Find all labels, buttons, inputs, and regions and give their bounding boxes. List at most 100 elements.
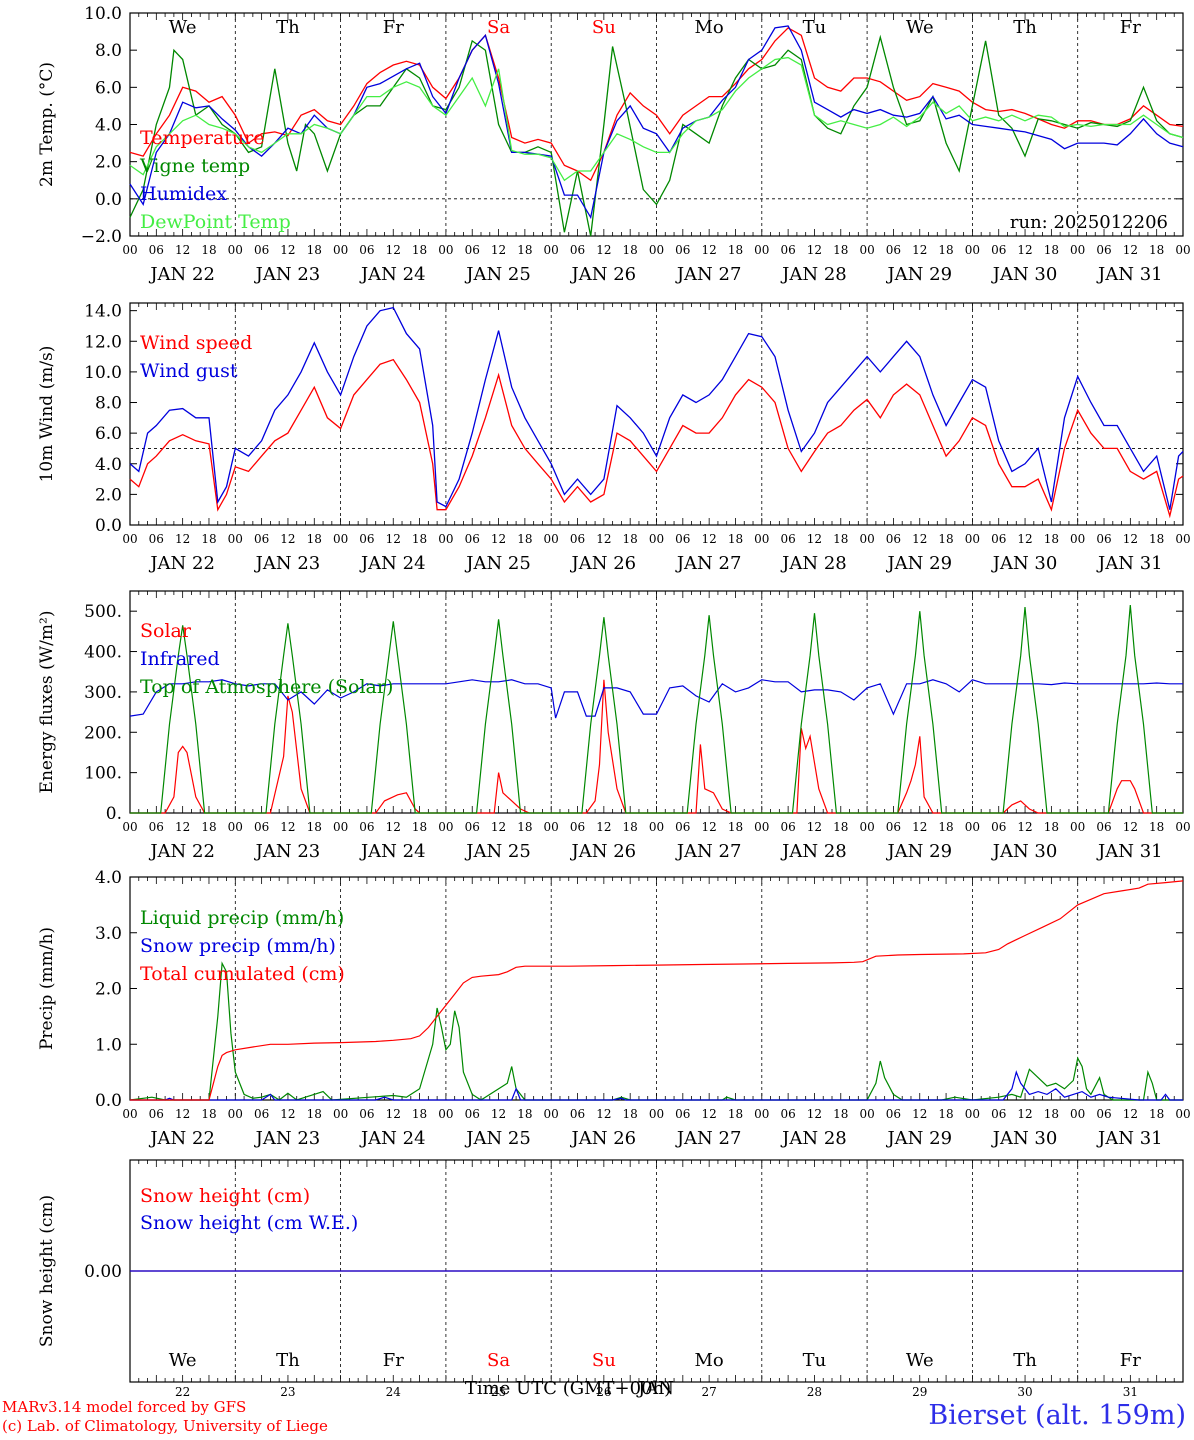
weekday-label: Tu: [803, 1350, 827, 1371]
hour-tick-label: 06: [675, 820, 690, 834]
hour-tick-label: 12: [491, 532, 506, 546]
hour-tick-label: 18: [623, 1107, 638, 1121]
series-line: [129, 358, 1184, 519]
date-label: JAN 28: [780, 553, 847, 574]
hour-tick-label: 18: [517, 243, 532, 257]
hour-tick-label: 06: [149, 532, 164, 546]
hour-tick-label: 12: [386, 820, 401, 834]
hour-tick-label: 18: [517, 820, 532, 834]
hour-tick-label: 12: [807, 532, 822, 546]
y-tick-label: 12.0: [84, 332, 122, 352]
hour-tick-label: 00: [122, 1107, 137, 1121]
weekday-label: We: [906, 1350, 934, 1371]
date-label: JAN 26: [570, 553, 637, 574]
weekday-label: Sa: [487, 1350, 510, 1371]
hour-tick-label: 06: [1096, 1107, 1111, 1121]
hour-tick-label: 06: [780, 820, 795, 834]
hour-tick-label: 12: [702, 1107, 717, 1121]
hour-tick-label: 00: [754, 1107, 769, 1121]
hour-tick-label: 00: [438, 820, 453, 834]
hour-tick-label: 06: [254, 532, 269, 546]
y-tick-label: −2.0: [81, 227, 122, 247]
hour-tick-label: 06: [1096, 820, 1111, 834]
y-tick-label: 100.: [84, 764, 122, 784]
y-tick-label: 300.: [84, 683, 122, 703]
hour-tick-label: 12: [1123, 532, 1138, 546]
y-tick-label: 10.0: [84, 4, 122, 24]
weekday-label: Fr: [383, 17, 404, 38]
series-line: [129, 56, 1184, 182]
hour-tick-label: 06: [1096, 243, 1111, 257]
hour-tick-label: 18: [623, 532, 638, 546]
hour-tick-label: 18: [412, 1107, 427, 1121]
hour-tick-label: 18: [307, 243, 322, 257]
hour-tick-label: 12: [912, 532, 927, 546]
date-label: JAN 23: [254, 553, 321, 574]
date-label: JAN 27: [675, 1128, 742, 1149]
y-tick-label: 4.0: [95, 455, 122, 475]
hour-tick-label: 06: [675, 243, 690, 257]
date-label: JAN 28: [780, 264, 847, 285]
series-line: [129, 306, 1184, 510]
hour-tick-label: 00: [544, 1107, 559, 1121]
x-axis-overlap-label: JAN: [636, 1378, 674, 1398]
weekday-label: Fr: [1120, 17, 1141, 38]
day-number-label: 26: [596, 1385, 611, 1398]
day-number-label: 29: [912, 1385, 927, 1398]
legend-entry: Humidex: [140, 183, 227, 205]
hour-tick-label: 06: [991, 820, 1006, 834]
date-label: JAN 26: [570, 264, 637, 285]
hour-tick-label: 12: [1123, 820, 1138, 834]
hour-tick-label: 06: [570, 532, 585, 546]
hour-tick-label: 00: [544, 243, 559, 257]
legend-entry: Solar: [140, 620, 192, 642]
hour-tick-label: 06: [359, 243, 374, 257]
date-label: JAN 26: [570, 841, 637, 862]
weekday-label: Th: [1013, 17, 1037, 38]
hour-tick-label: 12: [1017, 532, 1032, 546]
hour-tick-label: 18: [833, 1107, 848, 1121]
y-tick-label: 6.0: [95, 78, 122, 98]
weekday-label: Fr: [1120, 1350, 1141, 1371]
series-line: [129, 27, 1184, 182]
hour-tick-label: 00: [122, 243, 137, 257]
y-tick-label: 8.0: [95, 394, 122, 414]
temp-panel-frame: [129, 12, 1184, 237]
weekday-label: Mo: [695, 17, 724, 38]
date-label: JAN 24: [359, 841, 426, 862]
hour-tick-label: 18: [201, 820, 216, 834]
day-number-label: 23: [280, 1385, 295, 1398]
hour-tick-label: 06: [149, 243, 164, 257]
date-label: JAN 29: [885, 841, 952, 862]
date-label: JAN 28: [780, 841, 847, 862]
hour-tick-label: 06: [359, 532, 374, 546]
hour-tick-label: 18: [1149, 1107, 1164, 1121]
y-tick-label: 0.0: [95, 190, 122, 210]
hour-tick-label: 18: [833, 243, 848, 257]
hour-tick-label: 06: [886, 1107, 901, 1121]
hour-tick-label: 00: [333, 532, 348, 546]
day-number-label: 31: [1123, 1385, 1138, 1398]
hour-tick-label: 00: [228, 820, 243, 834]
hour-tick-label: 06: [359, 1107, 374, 1121]
date-label: JAN 25: [464, 841, 531, 862]
date-label: JAN 31: [1096, 841, 1163, 862]
day-number-label: 22: [175, 1385, 190, 1398]
hour-tick-label: 06: [886, 820, 901, 834]
hour-tick-label: 18: [307, 532, 322, 546]
hour-tick-label: 00: [544, 532, 559, 546]
hour-tick-label: 00: [859, 532, 874, 546]
date-label: JAN 28: [780, 1128, 847, 1149]
hour-tick-label: 18: [623, 243, 638, 257]
hour-tick-label: 18: [938, 532, 953, 546]
date-label: JAN 30: [991, 841, 1058, 862]
hour-tick-label: 06: [570, 1107, 585, 1121]
legend-entry: DewPoint Temp: [140, 211, 291, 233]
text-layer: 10.0 8.0 6.0 4.0 2.0 0.0 −2.0 2m Temp. (°C) 00 06…: [37, 4, 1191, 1399]
hour-tick-label: 00: [649, 243, 664, 257]
hour-tick-label: 06: [465, 532, 480, 546]
hour-tick-label: 06: [570, 820, 585, 834]
hour-tick-label: 18: [938, 1107, 953, 1121]
hour-tick-label: 18: [938, 820, 953, 834]
hour-tick-label: 06: [780, 1107, 795, 1121]
